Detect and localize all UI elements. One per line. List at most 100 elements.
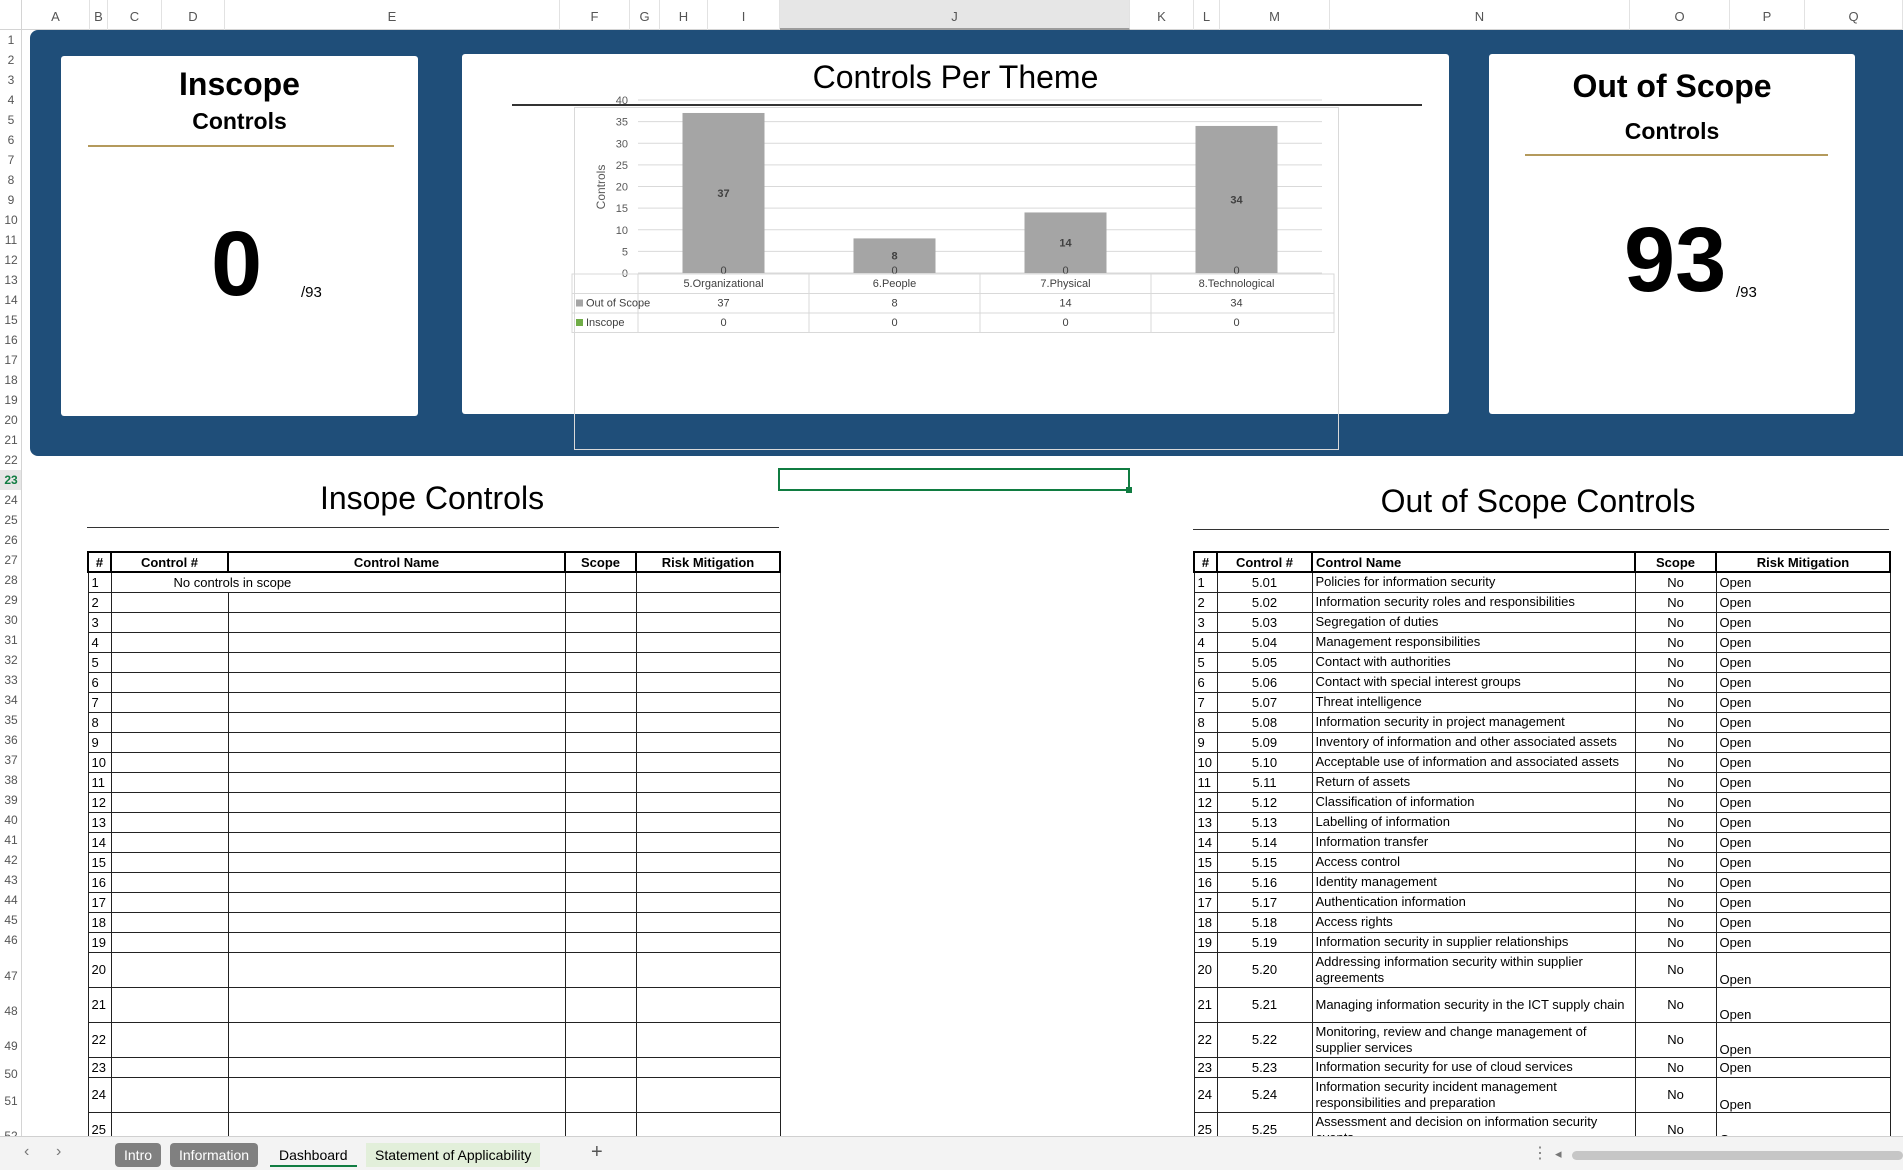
inscope_section-cell-num[interactable]: 22 xyxy=(87,1021,112,1058)
row-header-23[interactable]: 23 xyxy=(0,470,21,490)
outscope_section-cell-control-name[interactable]: Access control xyxy=(1311,851,1636,873)
inscope_section-cell-num[interactable]: 17 xyxy=(87,891,112,913)
outscope_section-cell-scope[interactable]: No xyxy=(1634,571,1717,593)
outscope_section-cell-risk-mitigation[interactable]: Open xyxy=(1715,811,1891,833)
inscope_section-cell-scope[interactable] xyxy=(564,811,637,833)
outscope_section-cell-risk-mitigation[interactable]: Open xyxy=(1715,631,1891,653)
inscope_section-cell-control-id[interactable] xyxy=(110,591,229,613)
inscope_section-cell-num[interactable]: 4 xyxy=(87,631,112,653)
inscope_section-cell-scope[interactable] xyxy=(564,791,637,813)
inscope_section-cell-control-id[interactable] xyxy=(110,851,229,873)
column-header-e[interactable]: E xyxy=(225,0,560,30)
outscope_section-cell-control-id[interactable]: 5.20 xyxy=(1216,951,1313,988)
row-header-19[interactable]: 19 xyxy=(4,393,18,407)
outscope_section-cell-risk-mitigation[interactable]: Open xyxy=(1715,771,1891,793)
outscope_section-cell-control-id[interactable]: 5.21 xyxy=(1216,986,1313,1023)
outscope_section-cell-scope[interactable]: No xyxy=(1634,851,1717,873)
outscope_section-cell-risk-mitigation[interactable]: Open xyxy=(1715,691,1891,713)
inscope_section-cell-risk-mitigation[interactable] xyxy=(635,1021,781,1058)
inscope_section-cell-scope[interactable] xyxy=(564,651,637,673)
inscope_section-cell-risk-mitigation[interactable] xyxy=(635,771,781,793)
inscope_section-cell-control-id[interactable] xyxy=(110,631,229,653)
inscope_section-cell-control-id[interactable] xyxy=(110,711,229,733)
inscope_section-cell-risk-mitigation[interactable] xyxy=(635,831,781,853)
row-header-24[interactable]: 24 xyxy=(4,493,18,507)
row-header-47[interactable]: 47 xyxy=(4,969,18,983)
row-header-29[interactable]: 29 xyxy=(4,593,18,607)
column-header-f[interactable]: F xyxy=(560,0,630,30)
inscope_section-cell-scope[interactable] xyxy=(564,631,637,653)
inscope_section-cell-control-id[interactable] xyxy=(110,891,229,913)
inscope_section-cell-scope[interactable] xyxy=(564,691,637,713)
outscope_section-cell-control-name[interactable]: Addressing information security within s… xyxy=(1311,951,1636,988)
inscope_section-cell-control-id[interactable] xyxy=(110,791,229,813)
inscope_section-cell-num[interactable]: 2 xyxy=(87,591,112,613)
row-header-27[interactable]: 27 xyxy=(4,553,18,567)
outscope_section-cell-scope[interactable]: No xyxy=(1634,811,1717,833)
outscope_section-cell-control-id[interactable]: 5.16 xyxy=(1216,871,1313,893)
row-header-2[interactable]: 2 xyxy=(7,53,15,67)
row-header-25[interactable]: 25 xyxy=(4,513,18,527)
row-header-44[interactable]: 44 xyxy=(4,893,18,907)
outscope_section-cell-risk-mitigation[interactable]: Open xyxy=(1715,731,1891,753)
inscope_section-cell-risk-mitigation[interactable] xyxy=(635,611,781,633)
outscope_section-cell-num[interactable]: 6 xyxy=(1193,671,1218,693)
inscope_section-cell-num[interactable]: 8 xyxy=(87,711,112,733)
row-header-30[interactable]: 30 xyxy=(4,613,18,627)
inscope_section-cell-control-id[interactable] xyxy=(110,671,229,693)
outscope_section-cell-scope[interactable]: No xyxy=(1634,891,1717,913)
outscope_section-cell-num[interactable]: 4 xyxy=(1193,631,1218,653)
outscope_section-cell-control-id[interactable]: 5.14 xyxy=(1216,831,1313,853)
outscope_section-cell-risk-mitigation[interactable]: Open xyxy=(1715,911,1891,933)
outscope_section-cell-scope[interactable]: No xyxy=(1634,591,1717,613)
outscope_section-cell-num[interactable]: 10 xyxy=(1193,751,1218,773)
inscope_section-cell-control-name[interactable] xyxy=(227,751,566,773)
outscope_section-cell-scope[interactable]: No xyxy=(1634,931,1717,953)
inscope_section-cell-control-name[interactable] xyxy=(227,691,566,713)
column-header-i[interactable]: I xyxy=(708,0,780,30)
select-all-corner[interactable] xyxy=(0,0,22,30)
inscope_section-cell-risk-mitigation[interactable] xyxy=(635,1076,781,1113)
outscope_section-cell-scope[interactable]: No xyxy=(1634,986,1717,1023)
column-header-m[interactable]: M xyxy=(1220,0,1330,30)
inscope_section-cell-control-name[interactable] xyxy=(227,851,566,873)
outscope_section-cell-risk-mitigation[interactable]: Open xyxy=(1715,611,1891,633)
row-header-36[interactable]: 36 xyxy=(4,733,18,747)
inscope_section-cell-control-id[interactable] xyxy=(110,811,229,833)
inscope_section-cell-control-id[interactable] xyxy=(110,1056,229,1078)
outscope_section-cell-risk-mitigation[interactable]: Open xyxy=(1715,1021,1891,1058)
outscope_section-cell-num[interactable]: 19 xyxy=(1193,931,1218,953)
inscope_section-cell-scope[interactable] xyxy=(564,851,637,873)
inscope_section-cell-control-id[interactable] xyxy=(110,1076,229,1113)
outscope_section-cell-scope[interactable]: No xyxy=(1634,691,1717,713)
row-header-15[interactable]: 15 xyxy=(4,313,18,327)
outscope_section-cell-scope[interactable]: No xyxy=(1634,731,1717,753)
outscope_section-cell-control-id[interactable]: 5.10 xyxy=(1216,751,1313,773)
outscope_section-cell-control-name[interactable]: Threat intelligence xyxy=(1311,691,1636,713)
inscope_section-cell-num[interactable]: 7 xyxy=(87,691,112,713)
inscope_section-cell-scope[interactable] xyxy=(564,931,637,953)
outscope_section-cell-control-name[interactable]: Return of assets xyxy=(1311,771,1636,793)
row-header-31[interactable]: 31 xyxy=(4,633,18,647)
outscope_section-cell-num[interactable]: 23 xyxy=(1193,1056,1218,1078)
inscope_section-cell-scope[interactable] xyxy=(564,711,637,733)
outscope_section-cell-num[interactable]: 7 xyxy=(1193,691,1218,713)
column-header-d[interactable]: D xyxy=(162,0,225,30)
inscope_section-cell-control-id[interactable] xyxy=(110,871,229,893)
outscope_section-cell-num[interactable]: 12 xyxy=(1193,791,1218,813)
outscope_section-cell-control-id[interactable]: 5.03 xyxy=(1216,611,1313,633)
row-header-50[interactable]: 50 xyxy=(4,1067,18,1081)
add-sheet-icon[interactable]: + xyxy=(591,1141,603,1163)
inscope_section-cell-num[interactable]: 1 xyxy=(87,571,112,593)
row-header-43[interactable]: 43 xyxy=(4,873,18,887)
inscope_section-cell-risk-mitigation[interactable] xyxy=(635,871,781,893)
outscope_section-cell-num[interactable]: 9 xyxy=(1193,731,1218,753)
outscope_section-cell-risk-mitigation[interactable]: Open xyxy=(1715,891,1891,913)
column-header-j[interactable]: J xyxy=(780,0,1130,30)
inscope_section-cell-scope[interactable] xyxy=(564,1076,637,1113)
row-header-22[interactable]: 22 xyxy=(4,453,18,467)
outscope_section-cell-control-id[interactable]: 5.23 xyxy=(1216,1056,1313,1078)
row-header-4[interactable]: 4 xyxy=(7,93,15,107)
inscope_section-cell-scope[interactable] xyxy=(564,611,637,633)
outscope_section-cell-scope[interactable]: No xyxy=(1634,791,1717,813)
